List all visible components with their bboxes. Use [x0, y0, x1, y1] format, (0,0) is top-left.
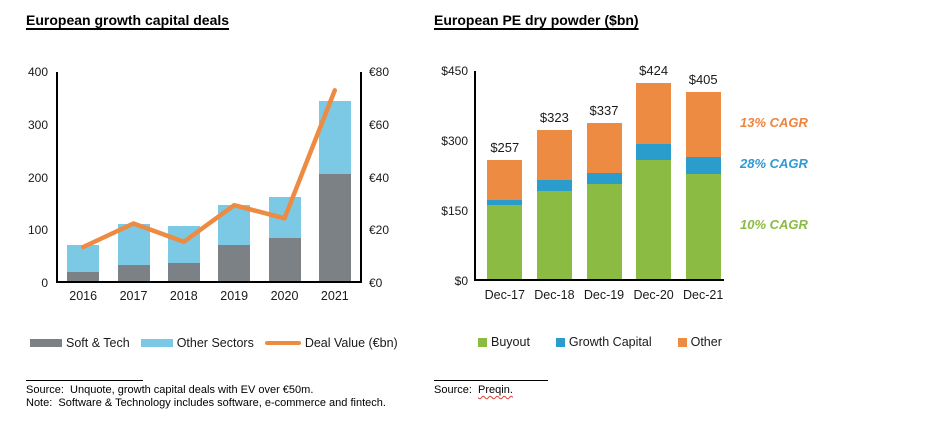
bar-2016-other-sectors — [67, 245, 100, 272]
legend-label-other: Other — [690, 335, 722, 349]
y-tick-300: 300 — [27, 117, 48, 132]
bar-2018-soft-tech — [167, 262, 200, 281]
y-tick-100: 100 — [27, 223, 48, 238]
y2-tick-40: €40 — [369, 170, 390, 185]
y2-tick-0: €0 — [369, 276, 383, 290]
legend-swatch-other-sectors — [140, 339, 173, 347]
bar-dec-19-other — [586, 123, 622, 173]
left-chart-title: European growth capital deals — [26, 12, 230, 28]
bar-dec-17-other — [487, 160, 523, 200]
y-tick-450: $450 — [441, 64, 468, 78]
bar-dec-18-growth-capital — [536, 179, 572, 192]
x-label-dec-18: Dec-18 — [534, 288, 575, 302]
bar-dec-21-growth-capital — [685, 156, 721, 174]
x-label-2018: 2018 — [169, 289, 198, 303]
legend-item-buyout: Buyout — [478, 335, 530, 349]
bar-dec-17-growth-capital — [487, 199, 523, 206]
total-label-dec-21: $405 — [688, 71, 718, 87]
right-source-text: Source: Preqin. — [434, 384, 734, 397]
x-label-2021: 2021 — [320, 289, 349, 303]
y2-tick-60: €60 — [369, 117, 390, 132]
bar-dec-21-other — [685, 91, 721, 157]
legend-label-growth-capital: Growth Capital — [568, 335, 652, 349]
left-chart-legend: Soft & Tech Other Sectors Deal Value (€bn) — [30, 336, 398, 350]
bar-2016-soft-tech — [67, 271, 100, 281]
footnote-divider — [26, 380, 143, 381]
x-label-2016: 2016 — [69, 289, 98, 303]
right-chart-plot-area — [474, 71, 724, 281]
cagr-annotation-13-cagr: 13% CAGR — [740, 115, 808, 131]
y-tick-300: $300 — [441, 134, 468, 148]
legend-swatch-other — [677, 337, 687, 347]
source-label: Source: — [434, 384, 479, 396]
bar-dec-20-buyout — [636, 159, 672, 279]
legend-item-deal-value-bn: Deal Value (€bn) — [264, 336, 398, 350]
footnote-divider — [434, 380, 548, 381]
legend-swatch-growth-capital — [555, 337, 565, 347]
legend-item-other-sectors: Other Sectors — [140, 336, 254, 350]
total-label-dec-20: $424 — [639, 63, 669, 79]
total-label-dec-17: $257 — [490, 140, 520, 156]
dry-powder-chart-section: European PE dry powder ($bn) $450 $300 $15… — [430, 0, 947, 429]
legend-item-soft-tech: Soft & Tech — [30, 336, 130, 350]
cagr-annotation-10-cagr: 10% CAGR — [740, 217, 808, 233]
bar-dec-18-other — [536, 129, 572, 180]
legend-swatch-soft-tech — [30, 339, 62, 347]
y-tick-150: $150 — [441, 204, 468, 218]
right-chart-title: European PE dry powder ($bn) — [434, 12, 639, 28]
legend-label-buyout: Buyout — [491, 335, 530, 349]
bar-2020-soft-tech — [268, 238, 301, 281]
x-label-2017: 2017 — [119, 289, 148, 303]
left-source-text: Source: Unquote, growth capital deals wi… — [26, 384, 314, 396]
right-chart-legend: Buyout Growth Capital Other — [478, 335, 722, 349]
bar-2019-soft-tech — [218, 245, 251, 281]
source-value-spellcheck: Preqin. — [478, 384, 513, 396]
x-label-2020: 2020 — [270, 289, 299, 303]
y-tick-0: 0 — [41, 276, 48, 290]
bar-2021-soft-tech — [318, 173, 351, 281]
x-label-dec-19: Dec-19 — [583, 288, 625, 302]
bar-dec-20-other — [636, 83, 672, 144]
cagr-annotation-28-cagr: 28% CAGR — [740, 156, 808, 172]
deal-value-line — [80, 88, 338, 250]
y-tick-0: $0 — [454, 274, 468, 288]
legend-label-deal-value-bn: Deal Value (€bn) — [304, 336, 398, 350]
left-chart-plot-area — [56, 72, 362, 283]
y-tick-200: 200 — [27, 170, 48, 185]
bar-dec-20-growth-capital — [636, 143, 672, 160]
x-label-dec-20: Dec-20 — [633, 288, 674, 302]
legend-item-growth-capital: Growth Capital — [555, 335, 652, 349]
legend-label-other-sectors: Other Sectors — [176, 336, 254, 350]
left-note-text: Note: Software & Technology includes sof… — [26, 397, 386, 409]
bar-dec-18-buyout — [536, 191, 572, 279]
total-label-dec-19: $337 — [589, 103, 619, 119]
x-label-2019: 2019 — [220, 289, 249, 303]
total-label-dec-18: $323 — [539, 109, 569, 125]
legend-swatch-buyout — [478, 337, 487, 347]
bar-dec-19-growth-capital — [586, 172, 622, 185]
bar-2017-soft-tech — [117, 265, 150, 281]
legend-label-soft-tech: Soft & Tech — [66, 336, 130, 350]
bar-dec-21-buyout — [685, 173, 721, 279]
x-label-dec-21: Dec-21 — [683, 288, 724, 302]
x-label-dec-17: Dec-17 — [484, 288, 525, 302]
right-chart-footnote: Source: Preqin. — [434, 380, 734, 397]
legend-line-swatch-deal-value-bn — [264, 340, 301, 346]
left-chart-footnote: Source: Unquote, growth capital deals wi… — [26, 380, 456, 410]
y2-tick-80: €80 — [369, 65, 390, 79]
bar-dec-19-buyout — [586, 184, 622, 279]
y-tick-400: 400 — [27, 65, 48, 79]
legend-item-other: Other — [677, 335, 722, 349]
growth-capital-chart-section: European growth capital deals 400 300 200 1… — [0, 0, 473, 429]
bar-dec-17-buyout — [487, 205, 523, 279]
y2-tick-20: €20 — [369, 223, 390, 238]
